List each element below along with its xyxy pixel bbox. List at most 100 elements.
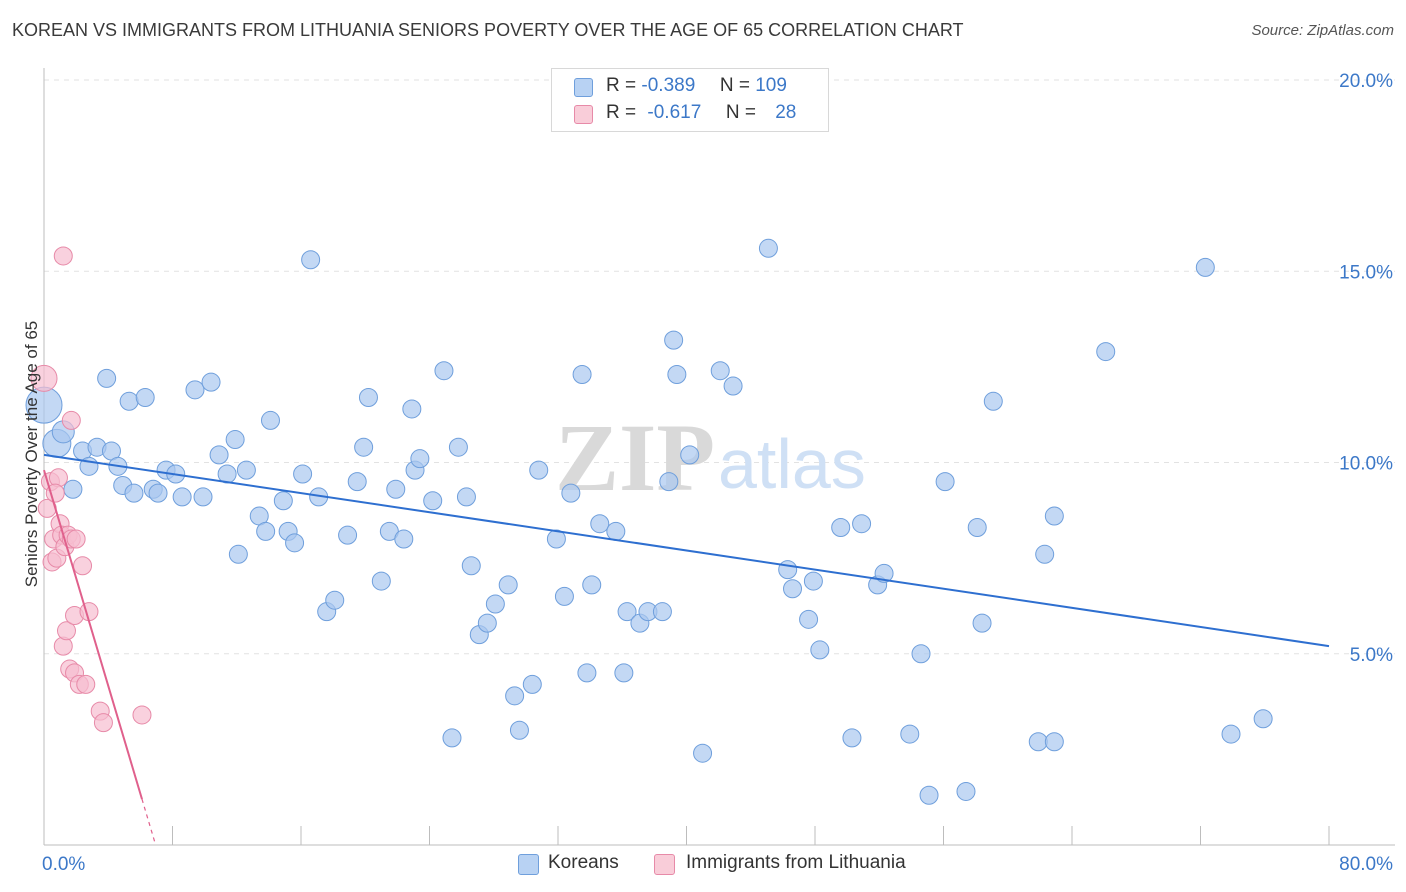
data-point-korean [778,560,798,580]
data-point-korean [842,728,862,748]
data-point-korean [693,743,713,763]
data-point-korean [799,609,819,629]
legend-n-label: N = [719,75,750,96]
data-point-korean [710,361,730,381]
data-point-korean [301,250,321,270]
legend-r-label: R = [606,102,637,123]
data-point-korean [935,472,955,492]
data-point-korean [148,483,168,503]
data-point-korean [260,410,280,430]
data-point-korean [967,518,987,538]
data-point-korean [293,464,313,484]
legend-swatch-lithuania [574,105,593,124]
legend-r-label: R = [606,75,637,96]
axis-layer [43,68,1395,846]
data-point-korean [983,391,1003,411]
data-point-korean [347,472,367,492]
data-point-korean [803,571,823,591]
data-point-korean [810,640,830,660]
data-point-korean [577,663,597,683]
data-point-korean [124,483,144,503]
data-point-lithuania [45,483,65,503]
legend-swatch-koreans [574,78,593,97]
data-point-korean [225,430,245,450]
data-point-korean [325,590,345,610]
trend-line-korean [43,453,1330,648]
data-point-korean [119,391,139,411]
data-point-korean [852,514,872,534]
data-point-korean [652,602,672,622]
data-point-korean [582,575,602,595]
data-point-korean [680,445,700,465]
stats-legend: R = -0.389 N = 109 R = -0.617 N = 28 [551,68,829,132]
data-point-korean [434,361,454,381]
data-point-korean [498,575,518,595]
data-point-lithuania [132,705,152,725]
data-point-korean [410,449,430,469]
data-point-korean [394,529,414,549]
legend-n-label: N = [725,102,756,123]
y-tick-label: 20.0% [1339,71,1393,92]
data-point-korean [900,724,920,744]
bottom-legend-label-lithuania: Immigrants from Lithuania [686,852,906,873]
data-point-lithuania [56,621,76,641]
data-point-korean [1035,544,1055,564]
data-point-korean [402,399,422,419]
data-point-korean [256,521,276,541]
data-point-korean [1044,732,1064,752]
data-point-korean [758,238,778,258]
data-point-lithuania [48,468,68,488]
y-tick-label: 15.0% [1339,262,1393,283]
data-point-korean [659,472,679,492]
data-point-korean [664,330,684,350]
data-point-korean [172,487,192,507]
data-point-korean [590,514,610,534]
data-point-korean [477,613,497,633]
data-point-korean [228,544,248,564]
data-point-korean [354,437,374,457]
data-point-korean [1195,257,1215,277]
data-point-lithuania [66,529,86,549]
y-axis-label: Seniors Poverty Over the Age of 65 [22,320,41,588]
data-point-lithuania [73,556,93,576]
data-point-korean [386,479,406,499]
data-point-korean [1221,724,1241,744]
data-point-korean [201,372,221,392]
data-point-korean [561,483,581,503]
data-point-korean [911,644,931,664]
y-tick-label: 5.0% [1350,645,1393,666]
data-point-korean [358,387,378,407]
data-point-korean [185,380,205,400]
data-point-korean [509,720,529,740]
data-point-korean [783,579,803,599]
trend-layer [43,453,1330,843]
legend-text-lithuania: R = -0.617 N = 28 [606,102,796,124]
trend-line-lithuania-extension [141,798,156,843]
data-point-korean [209,445,229,465]
data-point-lithuania [93,713,113,733]
data-point-korean [572,365,592,385]
data-point-lithuania [53,246,73,266]
source-label: Source: ZipAtlas.com [1251,22,1394,39]
legend-r-value: -0.389 [641,75,696,96]
data-point-korean [456,487,476,507]
data-point-lithuania [30,364,58,392]
data-point-korean [505,686,525,706]
watermark-atlas: atlas [718,425,866,503]
data-point-korean [972,613,992,633]
data-point-korean [919,785,939,805]
trend-line-lithuania [43,469,143,800]
tick-label-layer: 5.0% 10.0% 15.0% 20.0% 0.0% 80.0% [42,71,1393,875]
data-point-korean [614,663,634,683]
data-point-korean [1028,732,1048,752]
data-point-korean [956,781,976,801]
data-point-korean [617,602,637,622]
x-tick-label-max: 80.0% [1339,854,1393,875]
legend-n-value: 28 [775,102,797,123]
bottom-legend-swatch-lithuania [654,854,675,875]
points-layer [25,238,1273,805]
legend-r-value: -0.617 [647,102,702,123]
legend-n-value: 109 [755,75,787,96]
data-point-lithuania [76,674,96,694]
